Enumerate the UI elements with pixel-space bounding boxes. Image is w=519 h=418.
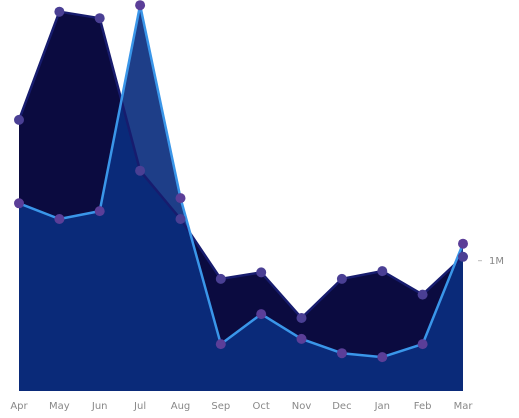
x-tick-label: Nov	[292, 401, 312, 412]
series-1-point-feb[interactable]	[417, 289, 428, 300]
line-layer	[17, 3, 465, 359]
series-2-area	[19, 5, 463, 391]
x-tick-label: Mar	[454, 401, 474, 412]
series-2-point-jan[interactable]	[377, 352, 388, 363]
x-tick-label: Dec	[332, 401, 351, 412]
series-2-point-aug[interactable]	[175, 193, 186, 204]
x-tick-label: Apr	[10, 401, 28, 412]
y-axis: 1M	[478, 256, 504, 267]
series-1-point-jan[interactable]	[377, 266, 388, 277]
x-tick-label: Aug	[171, 401, 191, 412]
series-1-point-mar[interactable]	[458, 251, 468, 262]
x-tick-label: Jun	[91, 401, 108, 412]
series-1-line	[17, 10, 464, 320]
series-2-point-may[interactable]	[54, 214, 65, 224]
series-2-point-feb[interactable]	[417, 339, 428, 350]
series-1-point-oct[interactable]	[256, 267, 267, 278]
series-1-point-nov[interactable]	[296, 313, 307, 323]
series-2-point-jul[interactable]	[135, 0, 146, 11]
series-2-point-oct[interactable]	[256, 309, 267, 320]
y-tick-label: 1M	[489, 256, 504, 267]
series-2-point-jun[interactable]	[94, 206, 105, 217]
series-2-point-sep[interactable]	[215, 339, 226, 350]
x-axis: Apr May Jun Jul Aug Sep Oct Nov Dec Jan Feb Mar	[10, 401, 473, 412]
x-tick-label: Feb	[414, 401, 432, 412]
x-tick-label: Jul	[133, 401, 146, 412]
series-2-point-apr[interactable]	[14, 198, 24, 209]
series-1-point-aug[interactable]	[175, 214, 186, 224]
series-2-point-dec[interactable]	[336, 348, 347, 359]
x-tick-label: Oct	[253, 401, 270, 412]
series-2-line	[18, 3, 465, 359]
area-layer	[19, 5, 463, 391]
marker-layer	[14, 0, 468, 363]
series-1-point-may[interactable]	[54, 6, 65, 17]
x-tick-label: Jan	[374, 401, 390, 412]
x-tick-label: May	[49, 401, 70, 412]
plot-area	[14, 0, 468, 391]
series-1-point-jul[interactable]	[135, 165, 146, 176]
series-2-point-nov[interactable]	[296, 333, 307, 344]
series-1-point-sep[interactable]	[215, 273, 226, 284]
x-tick-label: Sep	[211, 401, 230, 412]
series-1-point-dec[interactable]	[336, 273, 347, 284]
series-2-point-mar[interactable]	[458, 238, 468, 249]
series-1-point-jun[interactable]	[94, 13, 105, 24]
series-1-point-apr[interactable]	[14, 114, 24, 125]
